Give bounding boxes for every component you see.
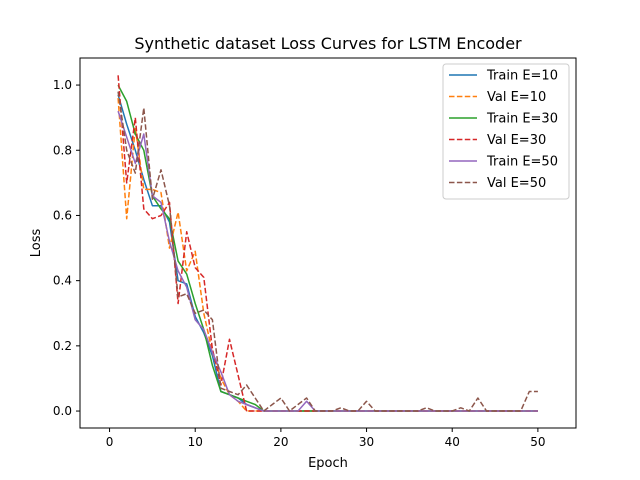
- x-axis: 0 10 20 30 40 50: [106, 428, 546, 449]
- x-axis-label: Epoch: [308, 456, 348, 471]
- y-axis-label: Loss: [29, 229, 44, 258]
- series-line-val-e-50: [117, 91, 538, 412]
- legend-label: Val E=10: [487, 90, 546, 105]
- y-tick-label: 0.6: [53, 208, 72, 222]
- x-tick-label: 10: [188, 435, 203, 449]
- x-tick-label: 0: [106, 435, 114, 449]
- plot-frame: [79, 57, 577, 429]
- x-tick-label: 20: [273, 435, 288, 449]
- legend-label: Val E=50: [487, 176, 546, 191]
- legend-box: [442, 63, 570, 200]
- y-tick-label: 1.0: [53, 78, 72, 92]
- series-layer: [117, 75, 538, 412]
- legend-label: Train E=50: [486, 155, 558, 170]
- y-tick-label: 0.2: [53, 339, 72, 353]
- x-tick-label: 40: [445, 435, 460, 449]
- legend-label: Train E=10: [486, 69, 558, 84]
- y-axis: 0.0 0.2 0.4 0.6 0.8 1.0: [53, 78, 80, 418]
- y-tick-label: 0.4: [53, 274, 72, 288]
- chart-title: Synthetic dataset Loss Curves for LSTM E…: [134, 34, 522, 53]
- legend-label: Train E=30: [486, 112, 558, 127]
- x-tick-label: 50: [530, 435, 545, 449]
- y-tick-label: 0.0: [53, 404, 72, 418]
- legend: Train E=10 Val E=10 Train E=30 Val E=30 Trai…: [442, 63, 570, 200]
- y-tick-label: 0.8: [53, 143, 72, 157]
- legend-label: Val E=30: [487, 133, 546, 148]
- series-line-val-e-30: [117, 75, 538, 412]
- x-tick-label: 30: [359, 435, 374, 449]
